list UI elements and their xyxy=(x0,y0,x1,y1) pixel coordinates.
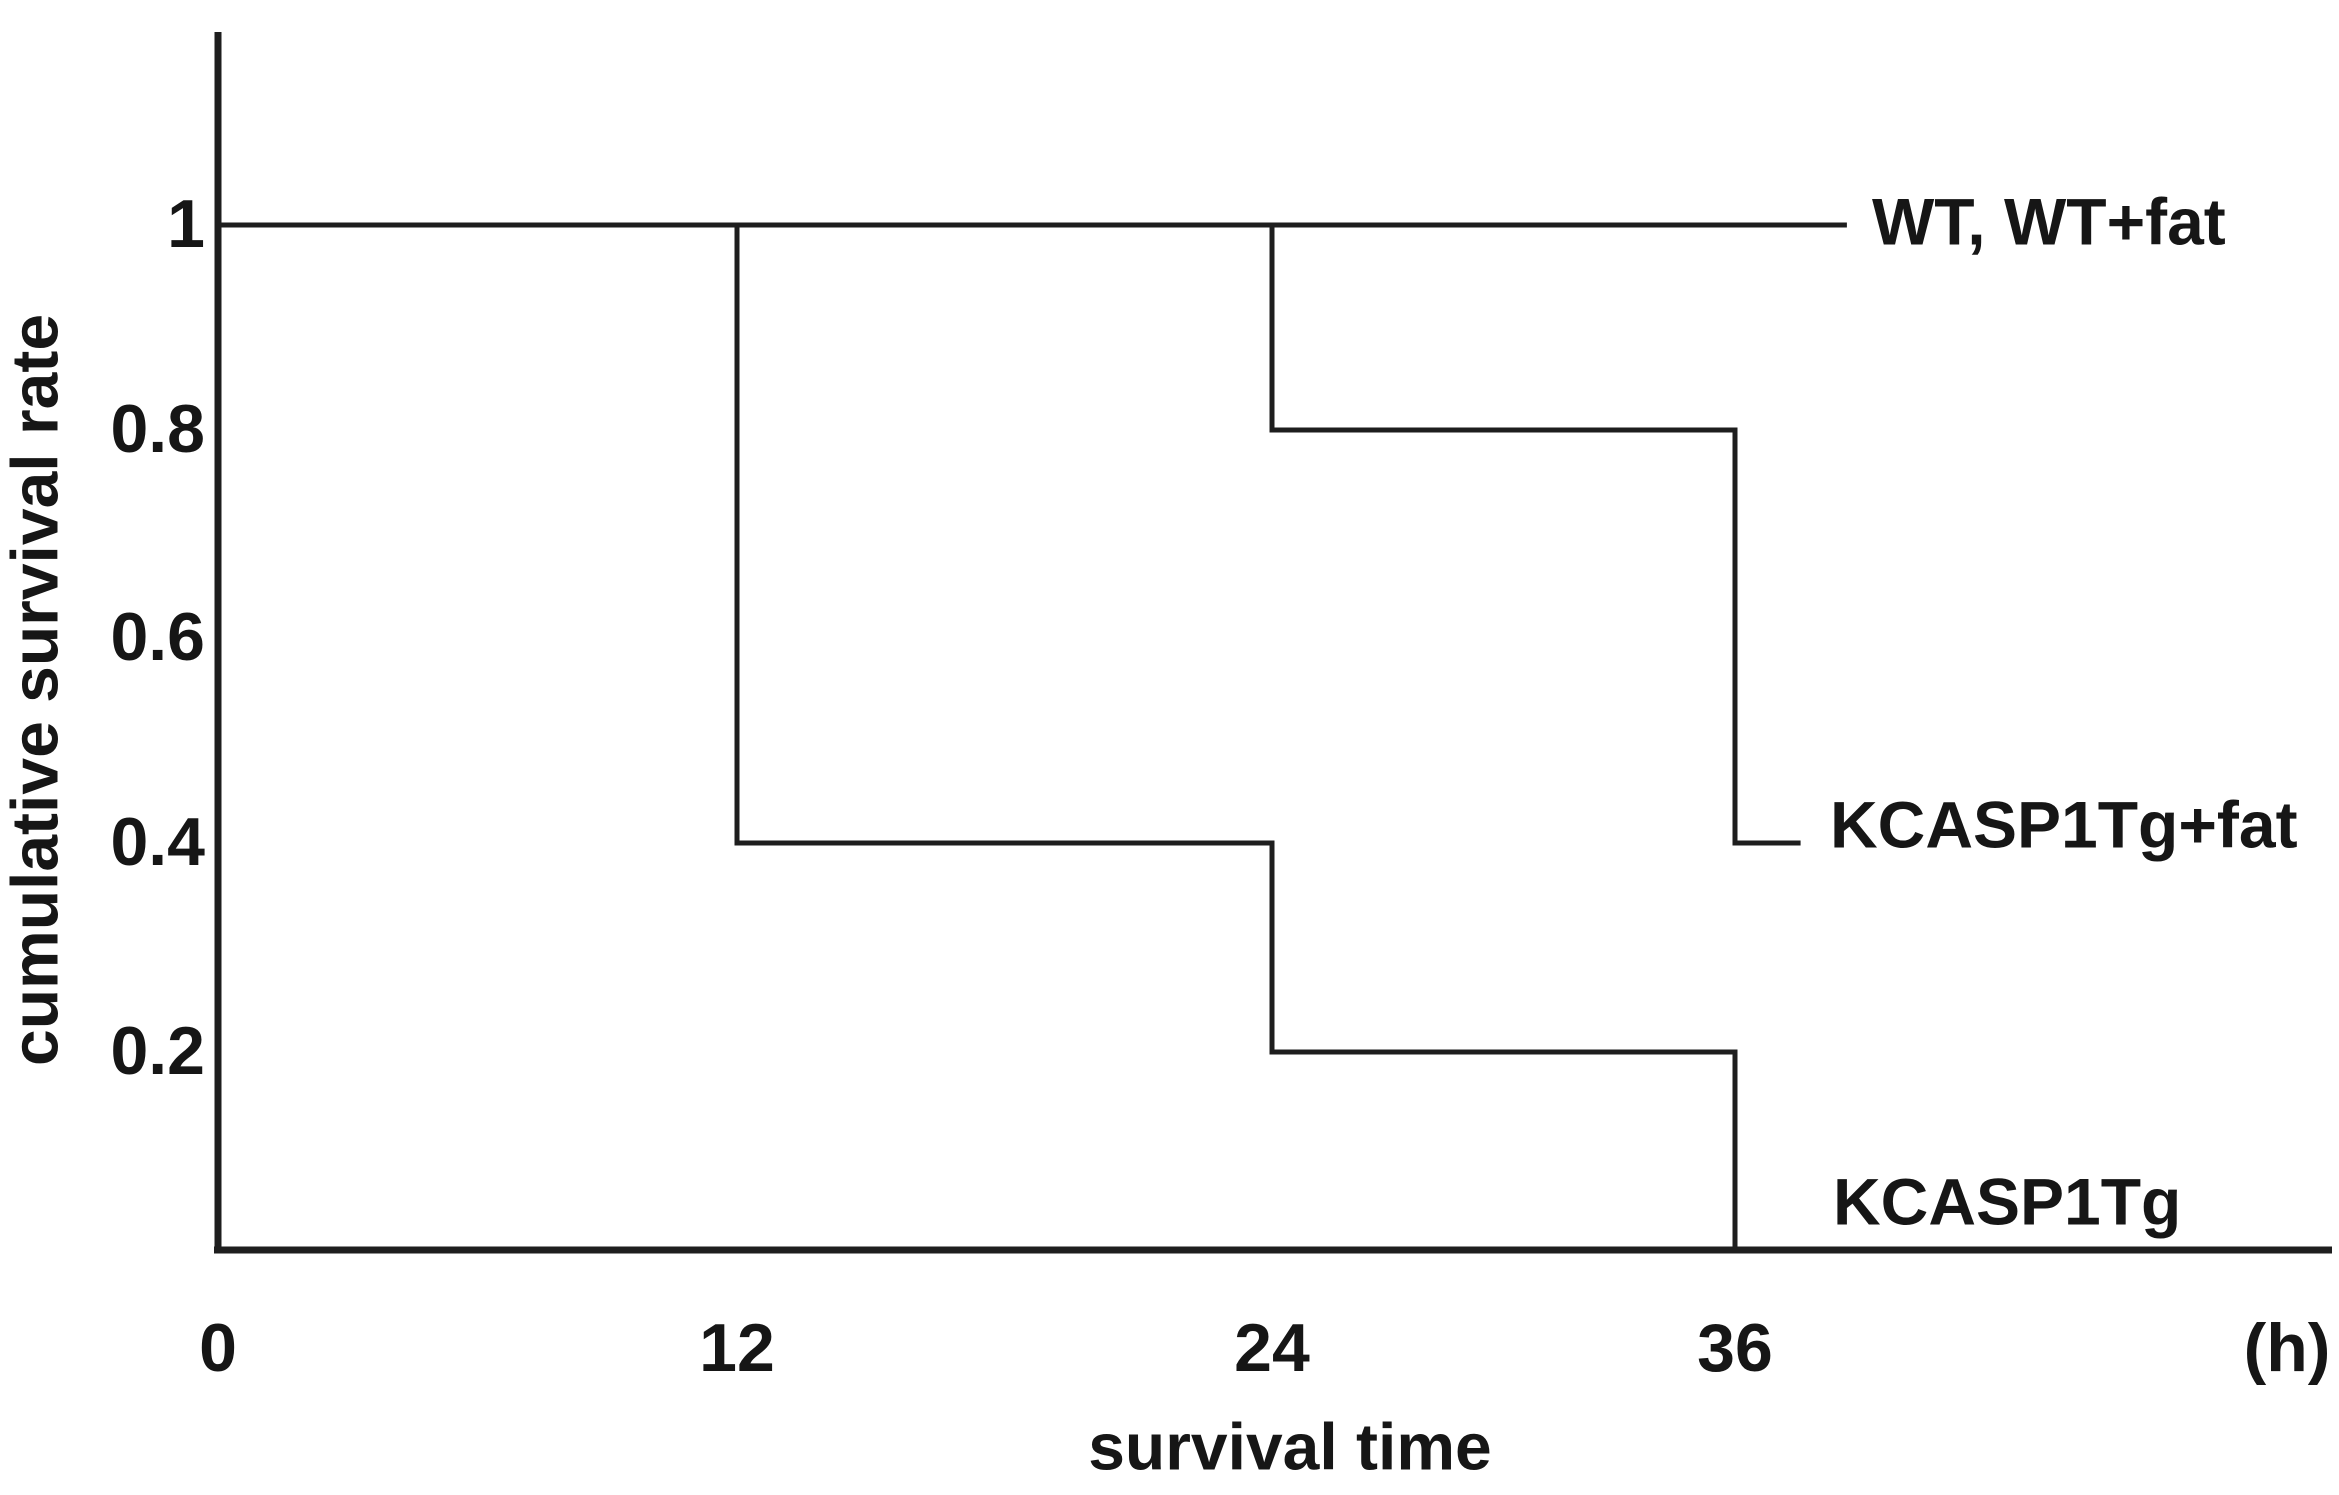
y-tick-label-0-4: 0.4 xyxy=(110,804,205,880)
y-tick-label-1: 1 xyxy=(167,186,205,262)
y-axis-title: cumulative survival rate xyxy=(0,314,71,1066)
series-label-kcasp1tg-fat: KCASP1Tg+fat xyxy=(1830,787,2298,861)
series-label-kcasp1tg: KCASP1Tg xyxy=(1833,1164,2181,1238)
plot-layer: WT, WT+fat KCASP1Tg+fat KCASP1Tg 0 12 24 36 1 0.… xyxy=(110,184,2330,1386)
series-line-kcasp1tg xyxy=(218,222,2330,1253)
y-tick-label-0-8: 0.8 xyxy=(110,391,205,467)
x-tick-label-0: 0 xyxy=(199,1310,237,1386)
x-tick-label-24: 24 xyxy=(1234,1310,1310,1386)
y-tick-label-0-2: 0.2 xyxy=(110,1013,205,1089)
x-tick-label-36: 36 xyxy=(1697,1310,1773,1386)
series-label-wt-wt-fat: WT, WT+fat xyxy=(1872,184,2226,258)
x-axis-unit-label: (h) xyxy=(2244,1310,2331,1386)
x-axis-title: survival time xyxy=(1088,1409,1492,1483)
x-tick-label-12: 12 xyxy=(699,1310,775,1386)
series-line-kcasp1tg-fat xyxy=(218,222,1801,846)
y-tick-label-0-6: 0.6 xyxy=(110,599,205,675)
